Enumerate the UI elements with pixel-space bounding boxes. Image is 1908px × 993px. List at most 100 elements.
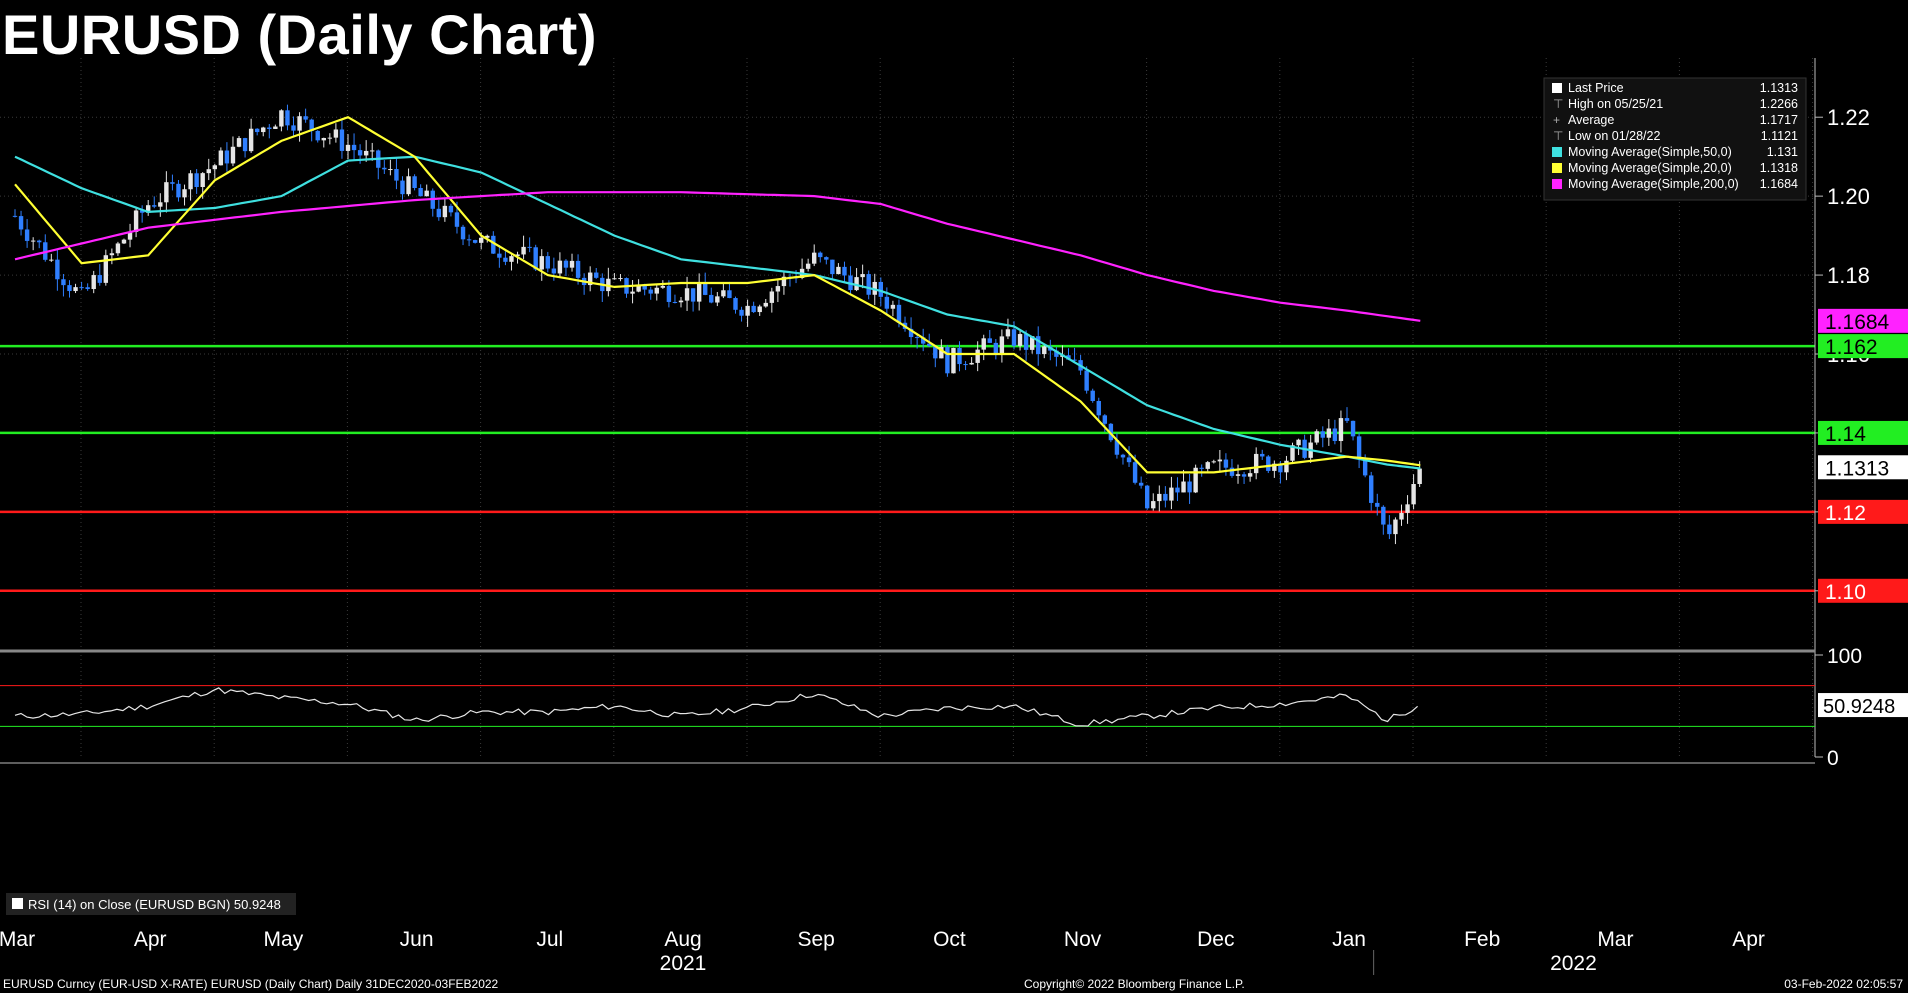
x-year-label: 2021 <box>660 952 707 975</box>
candle-body <box>642 285 647 290</box>
candle-body <box>24 229 30 241</box>
legend-label: High on 05/25/21 <box>1568 97 1663 111</box>
legend-marker: + <box>1553 113 1560 127</box>
candle-body <box>1387 524 1392 535</box>
footer: EURUSD Curncy (EUR-USD X-RATE) EURUSD (D… <box>3 977 1903 991</box>
candle-body <box>436 208 442 218</box>
candle-body <box>1096 400 1101 416</box>
candle-body <box>115 243 121 254</box>
candle-body <box>533 247 538 270</box>
candle-body <box>1320 431 1325 438</box>
candle-body <box>618 278 623 280</box>
candle-body <box>303 116 308 120</box>
candle-body <box>55 259 60 280</box>
candle-body <box>1132 462 1138 483</box>
legend: Last Price 1.1313 ⊤ High on 05/25/21 1.2266 +… <box>1543 77 1807 201</box>
candle-body <box>1029 336 1035 350</box>
candle-body <box>1036 336 1041 355</box>
rsi-tick-label: 0 <box>1827 747 1839 770</box>
candle-body <box>1284 460 1289 473</box>
x-tick-label: Mar <box>0 928 35 951</box>
x-tick-label: Jun <box>400 928 434 951</box>
candle-body <box>315 130 320 141</box>
candle-body <box>382 167 387 170</box>
candle-body <box>321 137 326 141</box>
candle-body <box>1266 456 1271 471</box>
candle-body <box>388 169 393 171</box>
candle-body <box>1181 481 1186 493</box>
candle-body <box>497 253 502 258</box>
candle-body <box>769 291 775 303</box>
x-tick-label: Aug <box>664 928 701 951</box>
candle-body <box>1399 512 1404 520</box>
candle-body <box>485 235 490 238</box>
x-tick-label: Sep <box>798 928 835 951</box>
candle-body <box>448 205 454 213</box>
legend-box <box>1543 77 1807 201</box>
candle-body <box>557 260 563 274</box>
legend-value: 1.2266 <box>1760 97 1798 111</box>
candle-body <box>400 180 405 195</box>
legend-label: Moving Average(Simple,200,0) <box>1568 177 1739 191</box>
candle-body <box>515 254 520 257</box>
candle-body <box>890 304 896 309</box>
candle-body <box>860 274 865 278</box>
candle-body <box>563 260 569 268</box>
candle-body <box>327 137 333 139</box>
candle-body <box>733 298 738 310</box>
axes: 1.221.201.181.161.141.121.101.1621.141.1… <box>0 58 1908 975</box>
candle-body <box>1151 501 1156 509</box>
candle-body <box>37 240 42 243</box>
candle-body <box>1223 459 1229 468</box>
level-label: 1.1313 <box>1825 457 1889 480</box>
candle-body <box>370 150 375 152</box>
rsi-value-label: 50.9248 <box>1823 696 1895 718</box>
x-tick-label: Apr <box>134 928 167 951</box>
moving-average-line <box>14 155 1421 470</box>
candle-body <box>594 272 599 278</box>
candle-body <box>67 285 72 292</box>
candle-body <box>1011 329 1017 346</box>
candle-body <box>394 169 399 181</box>
candle-body <box>164 182 169 203</box>
candle-body <box>1369 475 1374 503</box>
candle-body <box>1332 428 1338 442</box>
candle-body <box>121 239 127 244</box>
candle-body <box>672 301 678 303</box>
legend-label: Low on 01/28/22 <box>1568 129 1660 143</box>
candle-body <box>521 246 526 255</box>
price-candles <box>12 104 1422 545</box>
candle-body <box>1108 423 1114 441</box>
candle-body <box>933 346 938 359</box>
candle-body <box>139 210 145 213</box>
level-label: 1.1684 <box>1825 311 1890 334</box>
candle-body <box>1393 519 1398 535</box>
candle-body <box>981 338 986 350</box>
candle-body <box>363 150 369 156</box>
candle-body <box>30 240 36 242</box>
level-label-box <box>1818 308 1908 333</box>
candle-body <box>261 127 266 133</box>
level-label: 1.10 <box>1825 581 1866 604</box>
legend-swatch <box>1552 83 1562 93</box>
candle-body <box>575 260 581 278</box>
x-tick-label: Jan <box>1332 928 1366 951</box>
x-tick-label: Dec <box>1197 928 1234 951</box>
candle-body <box>1229 467 1235 476</box>
candle-body <box>230 146 236 164</box>
candle-body <box>587 272 593 286</box>
rsi-value-box <box>1818 693 1908 718</box>
candle-body <box>1120 454 1126 458</box>
candle-body <box>775 286 781 292</box>
candle-body <box>466 239 472 241</box>
candle-body <box>1362 457 1368 476</box>
candle-body <box>212 165 217 170</box>
candle-body <box>1375 502 1380 507</box>
candle-body <box>1175 487 1180 493</box>
y-tick-label: 1.18 <box>1827 263 1870 288</box>
candle-body <box>908 328 914 338</box>
rsi-line <box>14 687 1418 727</box>
candle-body <box>1314 431 1319 443</box>
candle-body <box>418 187 423 197</box>
candle-body <box>170 182 175 184</box>
